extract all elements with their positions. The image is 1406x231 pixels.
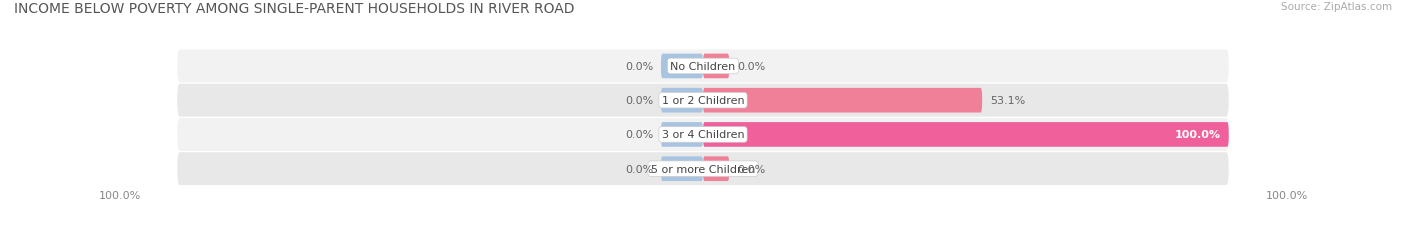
FancyBboxPatch shape xyxy=(703,88,983,113)
FancyBboxPatch shape xyxy=(661,54,703,79)
FancyBboxPatch shape xyxy=(661,123,703,147)
Text: 3 or 4 Children: 3 or 4 Children xyxy=(662,130,744,140)
Text: 0.0%: 0.0% xyxy=(624,164,652,174)
Text: 0.0%: 0.0% xyxy=(624,130,652,140)
Text: 100.0%: 100.0% xyxy=(98,190,141,200)
Text: 100.0%: 100.0% xyxy=(1265,190,1308,200)
FancyBboxPatch shape xyxy=(661,157,703,181)
FancyBboxPatch shape xyxy=(703,54,730,79)
Text: 5 or more Children: 5 or more Children xyxy=(651,164,755,174)
Text: 53.1%: 53.1% xyxy=(990,96,1025,106)
Text: 100.0%: 100.0% xyxy=(1175,130,1220,140)
FancyBboxPatch shape xyxy=(177,84,1229,117)
Text: No Children: No Children xyxy=(671,62,735,72)
Text: 0.0%: 0.0% xyxy=(737,164,765,174)
Text: 0.0%: 0.0% xyxy=(624,96,652,106)
Text: Source: ZipAtlas.com: Source: ZipAtlas.com xyxy=(1281,2,1392,12)
Text: 0.0%: 0.0% xyxy=(624,62,652,72)
FancyBboxPatch shape xyxy=(177,50,1229,83)
FancyBboxPatch shape xyxy=(177,153,1229,185)
Text: INCOME BELOW POVERTY AMONG SINGLE-PARENT HOUSEHOLDS IN RIVER ROAD: INCOME BELOW POVERTY AMONG SINGLE-PARENT… xyxy=(14,2,575,16)
FancyBboxPatch shape xyxy=(703,157,730,181)
FancyBboxPatch shape xyxy=(661,88,703,113)
FancyBboxPatch shape xyxy=(703,123,1229,147)
FancyBboxPatch shape xyxy=(177,119,1229,151)
Text: 0.0%: 0.0% xyxy=(737,62,765,72)
Text: 1 or 2 Children: 1 or 2 Children xyxy=(662,96,744,106)
